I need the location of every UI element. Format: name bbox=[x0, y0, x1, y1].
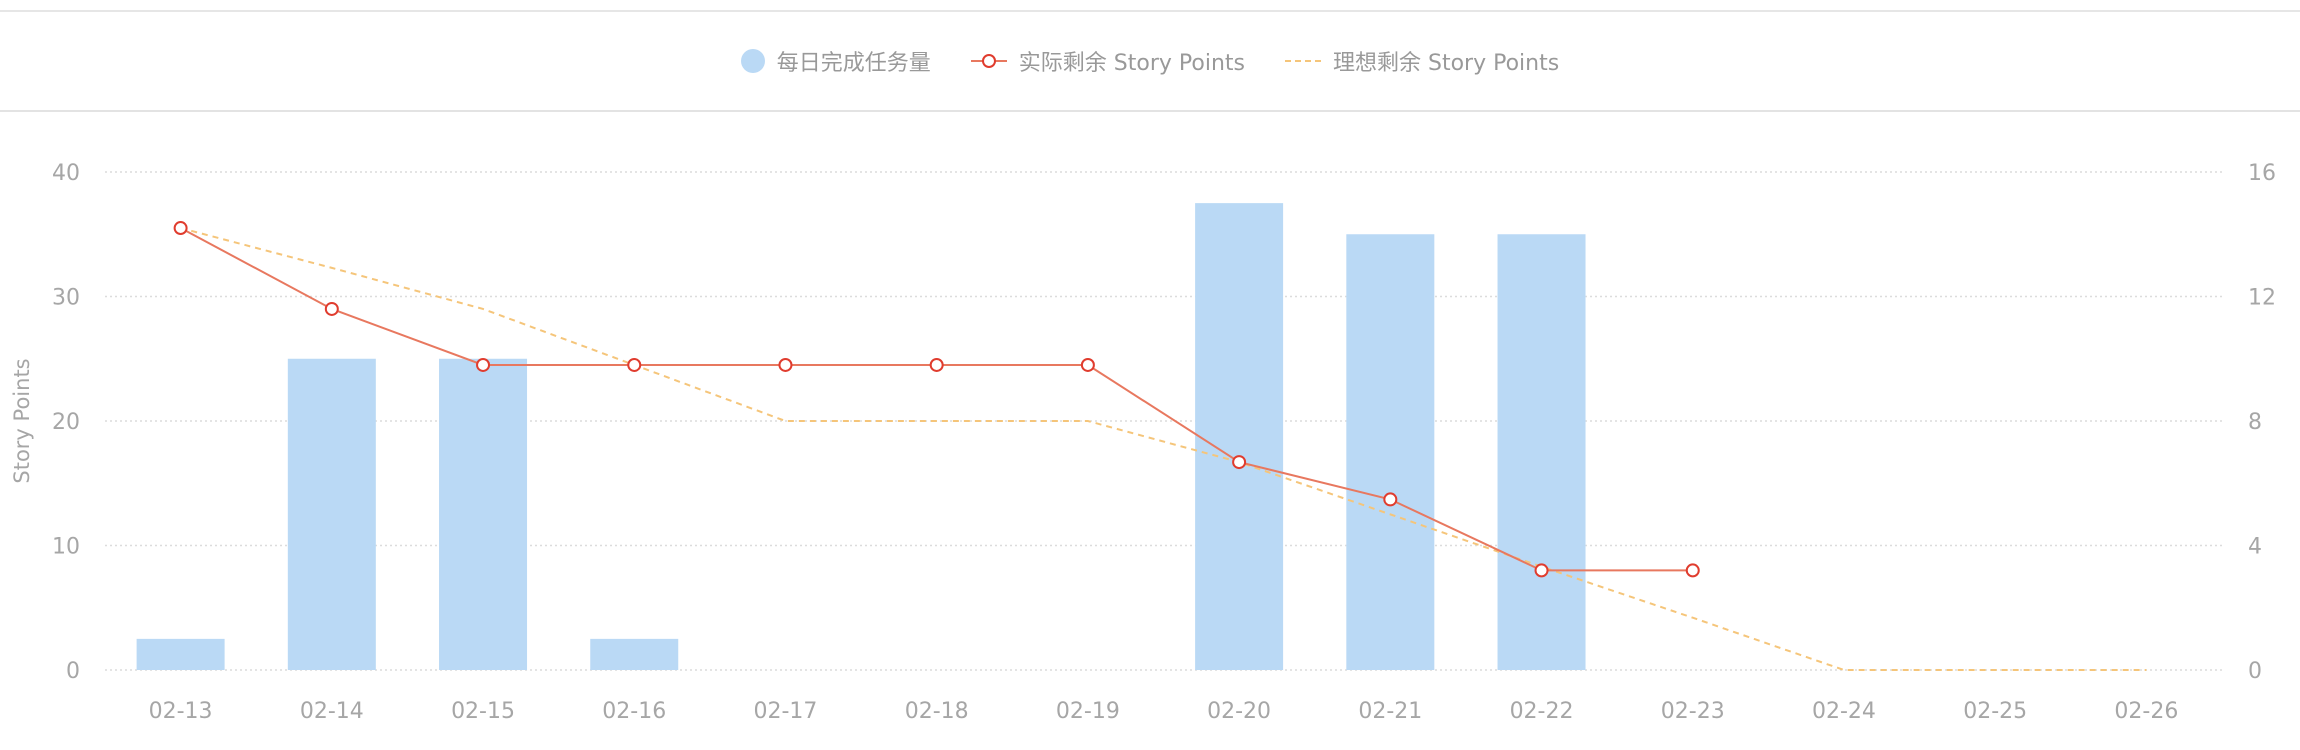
x-tick-label: 02-16 bbox=[602, 699, 666, 724]
legend-item-ideal-remaining[interactable]: 理想剩余 Story Points bbox=[1285, 45, 1559, 77]
legend-label-actual-remaining: 实际剩余 Story Points bbox=[1018, 51, 1245, 76]
x-tick-label: 02-14 bbox=[300, 699, 364, 724]
legend-actual-swatch bbox=[970, 54, 1007, 68]
legend-ideal-swatch bbox=[1285, 60, 1321, 62]
point-actual-remaining bbox=[1232, 455, 1247, 470]
point-actual-remaining bbox=[1534, 563, 1549, 578]
point-actual-remaining bbox=[173, 221, 188, 236]
point-actual-remaining bbox=[778, 357, 793, 372]
y-left-tick-label: 0 bbox=[66, 659, 80, 684]
x-tick-label: 02-24 bbox=[1812, 699, 1876, 724]
legend-label-daily-completed: 每日完成任务量 bbox=[776, 51, 931, 76]
bar-daily-completed bbox=[1497, 234, 1586, 670]
y-left-tick-label: 40 bbox=[52, 161, 80, 186]
point-actual-remaining bbox=[1685, 563, 1700, 578]
y-right-tick-label: 12 bbox=[2248, 286, 2276, 311]
y-left-axis-title: Story Points bbox=[10, 358, 34, 483]
x-tick-label: 02-20 bbox=[1207, 699, 1271, 724]
y-right-tick-label: 8 bbox=[2248, 410, 2262, 435]
x-tick-label: 02-22 bbox=[1510, 699, 1574, 724]
line-actual-remaining bbox=[180, 227, 1693, 572]
legend-item-actual-remaining[interactable]: 实际剩余 Story Points bbox=[970, 45, 1245, 77]
point-actual-remaining bbox=[324, 301, 339, 316]
y-right-tick-label: 0 bbox=[2248, 659, 2262, 684]
point-actual-remaining bbox=[476, 357, 491, 372]
bar-daily-completed bbox=[287, 358, 376, 670]
legend-bar-swatch bbox=[740, 49, 765, 73]
x-tick-label: 02-17 bbox=[753, 699, 817, 724]
x-tick-label: 02-23 bbox=[1661, 699, 1725, 724]
point-actual-remaining bbox=[1080, 357, 1095, 372]
bar-daily-completed bbox=[1195, 203, 1284, 670]
x-tick-label: 02-26 bbox=[2114, 699, 2178, 724]
bar-daily-completed bbox=[590, 638, 679, 670]
x-tick-label: 02-18 bbox=[905, 699, 969, 724]
x-tick-label: 02-25 bbox=[1963, 699, 2027, 724]
point-actual-remaining bbox=[627, 357, 642, 372]
x-tick-label: 02-21 bbox=[1358, 699, 1422, 724]
legend-label-ideal-remaining: 理想剩余 Story Points bbox=[1333, 51, 1560, 76]
burndown-chart: 0 10 20 30 40 0 4 8 12 16 Story Points 02-13 02-14 02… bbox=[10, 161, 2276, 724]
x-tick-label: 02-15 bbox=[451, 699, 515, 724]
y-right-tick-label: 4 bbox=[2248, 535, 2262, 560]
line-ideal-remaining bbox=[180, 227, 2147, 671]
point-actual-remaining bbox=[1383, 492, 1398, 507]
chart-legend: 每日完成任务量 实际剩余 Story Points 理想剩余 Story Poi… bbox=[0, 12, 2300, 110]
y-left-tick-label: 30 bbox=[52, 286, 80, 311]
y-left-tick-label: 10 bbox=[52, 535, 80, 560]
top-divider bbox=[0, 10, 2300, 12]
bar-daily-completed bbox=[439, 358, 528, 670]
point-actual-remaining bbox=[929, 357, 944, 372]
bar-daily-completed bbox=[1346, 234, 1435, 670]
legend-item-daily-completed[interactable]: 每日完成任务量 bbox=[740, 45, 931, 77]
x-tick-label: 02-13 bbox=[149, 699, 213, 724]
bar-daily-completed bbox=[136, 638, 225, 670]
x-tick-label: 02-19 bbox=[1056, 699, 1120, 724]
y-right-tick-label: 16 bbox=[2248, 161, 2276, 186]
y-left-tick-label: 20 bbox=[52, 410, 80, 435]
legend-bar: 每日完成任务量 实际剩余 Story Points 理想剩余 Story Poi… bbox=[0, 12, 2300, 112]
